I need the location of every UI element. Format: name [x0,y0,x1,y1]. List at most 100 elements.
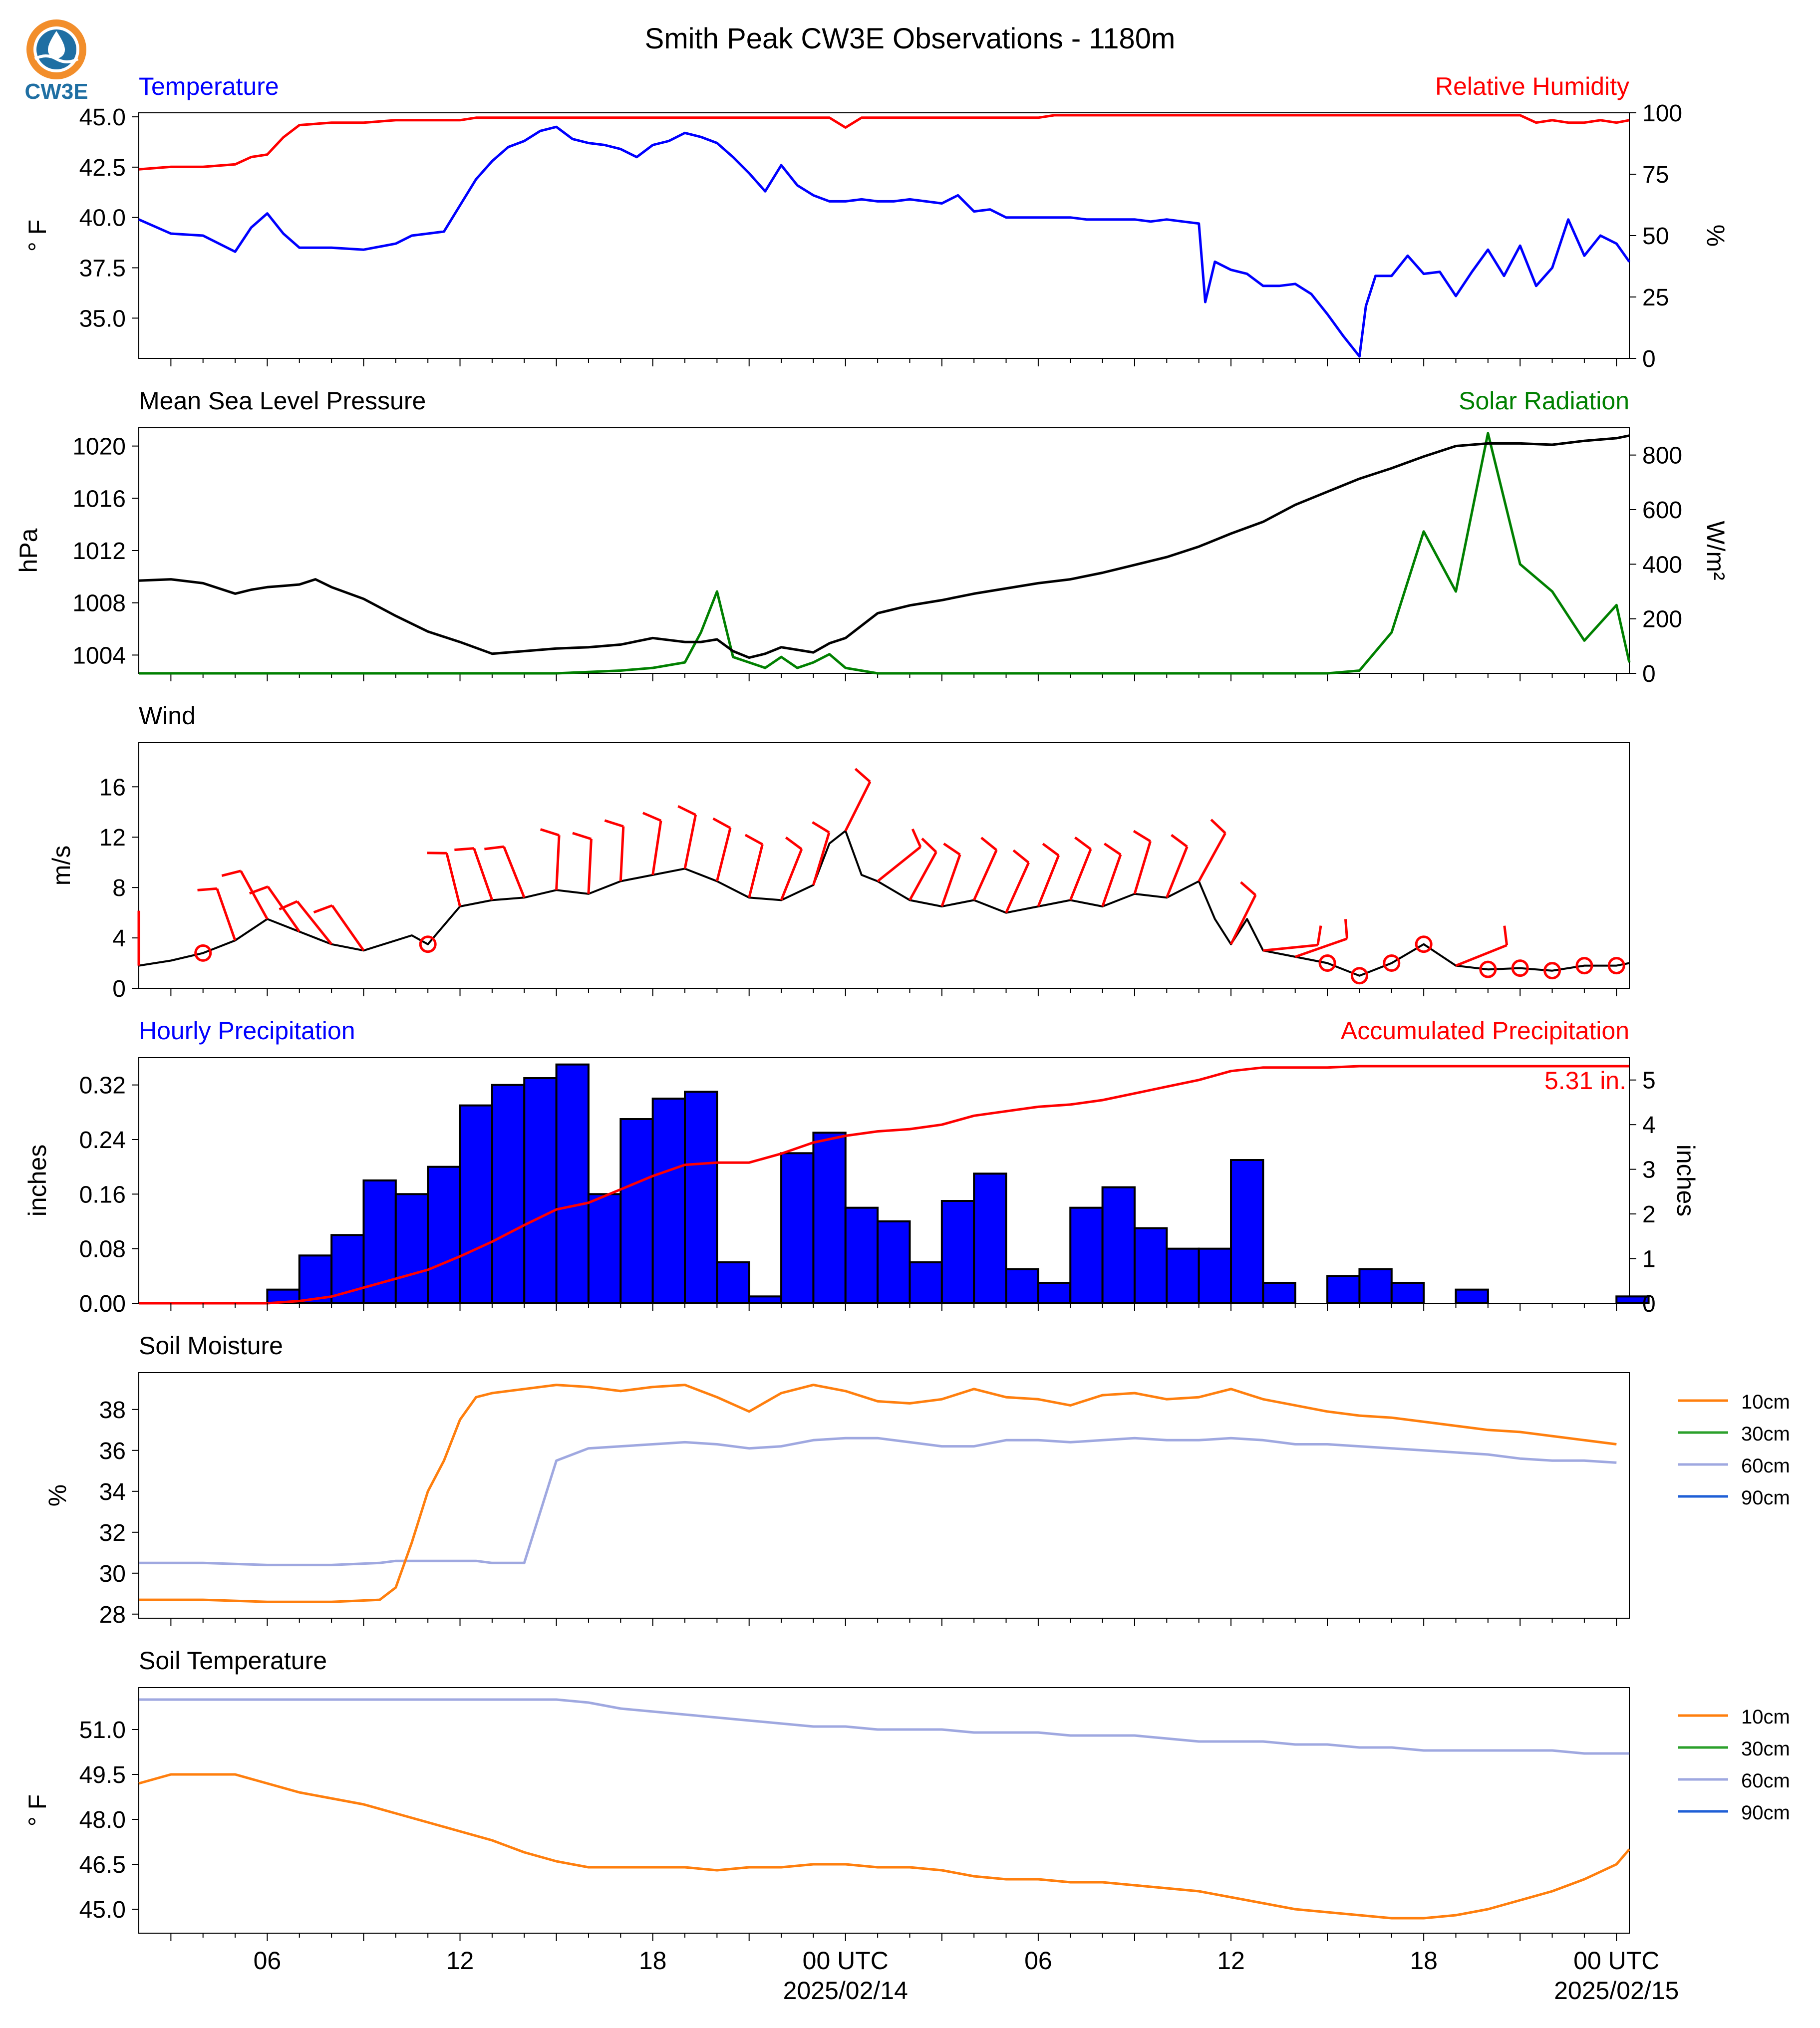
precip-bar [1133,1227,1168,1305]
y-axis-label-right: inches [1672,1145,1700,1217]
y-tick-label: 36 [99,1438,126,1464]
wind-barb-shaft [780,849,803,901]
y-axis-label-right: % [1702,225,1730,247]
y-axis-label-left: inches [23,1145,51,1217]
y-tick-label: 37.5 [79,256,126,282]
plot-frame [138,112,1630,359]
soil-10cm-line [139,1384,1617,1603]
wind-barb-flag [1503,925,1509,946]
precip-bar [1358,1268,1393,1305]
y-tick-label: 100 [1642,100,1682,127]
y-tick-label: 50 [1642,223,1669,250]
y-tick-label: 0 [1642,661,1656,687]
wind-barb-flag [484,845,504,851]
wind-barb-flag [1074,836,1092,851]
wind-barb-flag [540,828,560,837]
logo-text: CW3E [24,79,88,104]
precip-bar [780,1152,815,1304]
precip-bar [1037,1282,1072,1304]
precip-bar [619,1118,654,1304]
wind-barb-shaft [748,844,764,898]
wind-barb-flag [911,828,922,848]
wind-barb-shaft [940,854,961,907]
y-tick-label: 1020 [72,434,126,460]
precip-bar [973,1172,1007,1304]
wind-barb-flag [744,834,763,846]
y-tick-label: 28 [99,1602,126,1628]
logo-drop-icon [48,31,65,58]
wind-barb-shaft [1069,849,1092,901]
y-tick-label: 3 [1642,1157,1656,1183]
x-tick-label: 06 [1024,1947,1052,1975]
series-layer [139,1384,1617,1603]
wind-barb-shaft [503,846,526,898]
panel-pressure: Mean Sea Level Pressure Solar Radiation … [14,387,1730,687]
precip-bar [1005,1268,1039,1305]
y-axis-right: 0 200 400 600 800 [1629,443,1682,687]
y-axis-right: 0 25 50 75 100 [1629,100,1682,372]
x-tick-label: 00 UTC [1573,1947,1659,1975]
y-axis-label-left: ° F [23,1794,51,1826]
y-axis-label-left: ° F [23,220,51,252]
y-tick-label: 600 [1642,497,1682,524]
wind-barb-shaft [296,900,333,945]
wind-barb-flag [454,847,474,852]
wind-barb-shaft [1229,894,1257,945]
y-tick-label: 42.5 [79,155,126,181]
x-axis-ticks [170,1933,1617,1941]
wind-barb-flag [712,817,731,830]
y-tick-label: 12 [99,825,126,851]
precip-bar [909,1261,943,1304]
wind-speed-line [138,830,1630,977]
wind-barb-shaft [1294,937,1348,958]
panel-precipitation: Hourly Precipitation Accumulated Precipi… [23,1017,1700,1317]
panel-title-left: Soil Moisture [139,1332,283,1360]
y-tick-label: 38 [99,1397,126,1424]
y-tick-label: 0.08 [79,1236,126,1263]
wind-barb-flag [812,821,830,834]
x-date-label: 2025/02/15 [1554,1977,1679,2005]
wind-barb-shaft [445,853,461,907]
precip-bar [587,1193,622,1304]
y-axis-left: 28 30 32 34 36 38 [99,1397,139,1628]
wind-barb-flag [854,768,871,783]
wind-barb-flag [197,887,217,891]
y-axis-left: 0.00 0.08 0.16 0.24 0.32 [79,1073,139,1317]
precip-bar [1262,1282,1296,1304]
figure-title: Smith Peak CW3E Observations - 1180m [645,22,1176,55]
y-axis-left: 35.0 37.5 40.0 42.5 45.0 [79,104,139,332]
wind-barb-shaft [1165,846,1189,898]
wind-barb-calm [1415,935,1433,953]
series-layer [138,1698,1630,1920]
wind-barb-flag [785,836,803,851]
wind-barb-flag [1012,849,1030,864]
y-tick-label: 1012 [72,538,126,565]
wind-barb-flag [249,885,269,895]
y-axis-label-right: W/m² [1702,521,1730,580]
plot-frame [138,427,1630,674]
legend-label-10cm: 10cm [1741,1391,1790,1413]
wind-barb-flag [1210,819,1226,834]
y-tick-label: 800 [1642,443,1682,469]
wind-barb-flag [980,837,997,852]
y-tick-label: 34 [99,1479,126,1505]
plot-frame [138,1372,1630,1619]
soil-60cm-line [139,1437,1617,1566]
wind-barb-flag [1316,925,1322,945]
panel-title-left: Hourly Precipitation [139,1017,355,1045]
logo-wave-icon [34,54,79,63]
wind-barb-flag [279,900,298,911]
cw3e-logo: CW3E [24,19,88,104]
precip-bar [362,1179,397,1304]
temperature-line [138,125,1631,358]
precip-bar [427,1165,461,1305]
wind-barb-flag [677,805,696,816]
series-layer [138,432,1631,675]
x-tick-label: 18 [1410,1947,1438,1975]
x-axis-ticks [170,1303,1617,1311]
wind-barb-calm [419,935,437,953]
y-tick-label: 16 [99,774,126,801]
panel-soil-temperature: Soil Temperature 45.0 46.5 48.0 49.5 51.0 ° … [23,1647,1790,1941]
pressure-line [138,434,1630,659]
y-tick-label: 1016 [72,486,126,512]
